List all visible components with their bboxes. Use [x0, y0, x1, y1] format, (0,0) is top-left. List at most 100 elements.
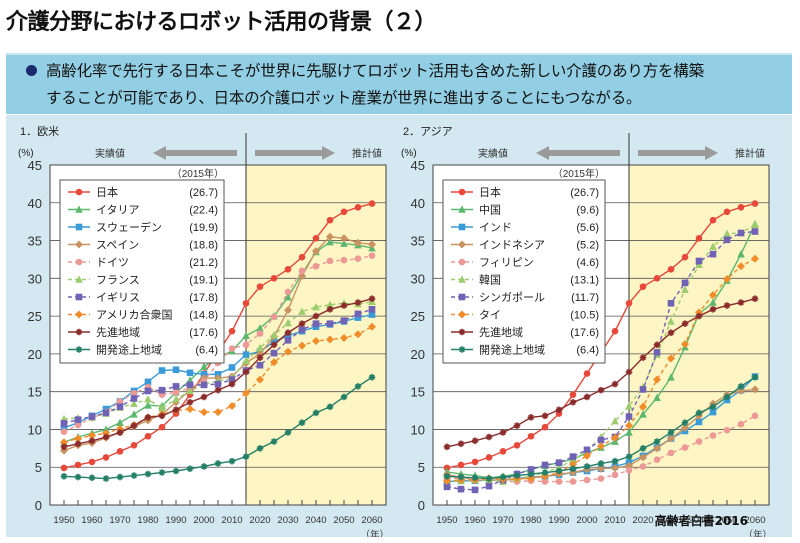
data-point [228, 376, 236, 383]
legend-item: アメリカ合衆国 (14.8) [68, 308, 218, 322]
data-point [737, 262, 745, 271]
data-point [60, 443, 68, 451]
legend-value: (26.7) [189, 187, 218, 199]
bullet-icon [26, 65, 37, 76]
data-point [354, 314, 362, 321]
data-point [527, 466, 535, 473]
legend-value: (5.2) [576, 240, 599, 252]
data-point [256, 330, 264, 337]
data-point [354, 310, 362, 318]
data-point [60, 472, 68, 480]
data-point [130, 399, 138, 408]
data-point [751, 200, 759, 207]
data-point [284, 293, 292, 301]
data-point [723, 393, 731, 401]
data-point [499, 448, 507, 455]
data-point [340, 256, 348, 264]
data-point [340, 302, 348, 309]
legend-name: 先進地域 [96, 326, 140, 339]
legend-name: 先進地域 [479, 326, 523, 339]
data-point [611, 327, 619, 335]
y-tick-label: 5 [35, 460, 42, 475]
data-point [625, 428, 633, 436]
legend-marker [75, 328, 83, 336]
data-point [144, 401, 152, 409]
legend-value: (11.7) [571, 292, 599, 304]
x-tick-label: 2000 [193, 515, 214, 526]
x-tick-label: 2060 [744, 515, 765, 526]
data-point [326, 237, 334, 246]
data-point [144, 395, 152, 403]
data-point [527, 432, 535, 440]
data-point [130, 422, 138, 429]
data-point [228, 364, 236, 371]
data-point [186, 369, 194, 377]
legend-name: イタリア [96, 204, 140, 217]
x-tick-label: 1990 [165, 515, 186, 526]
data-point [457, 473, 465, 481]
data-point [88, 437, 96, 445]
data-point [354, 330, 362, 339]
data-point [74, 440, 82, 448]
data-point [242, 351, 250, 358]
data-point [102, 454, 110, 461]
x-tick-label: 2000 [576, 515, 597, 526]
data-point [569, 398, 577, 406]
data-point [312, 337, 320, 346]
data-point [116, 429, 124, 436]
data-point [485, 433, 493, 441]
legend-name: 韓国 [479, 274, 501, 287]
data-point [667, 329, 675, 337]
data-point [74, 421, 82, 429]
chart-title: 2．アジア [403, 126, 453, 138]
legend-marker [75, 293, 83, 301]
data-point [172, 366, 180, 374]
data-point [695, 418, 703, 426]
data-point [653, 444, 661, 453]
x-tick-label: 1970 [109, 515, 130, 526]
data-point [625, 401, 633, 410]
data-point [597, 475, 605, 482]
x-tick-label: 2010 [221, 515, 242, 526]
data-point [158, 412, 166, 420]
data-point [471, 458, 479, 466]
data-point [368, 306, 376, 313]
data-point [74, 416, 82, 423]
data-point [312, 262, 320, 270]
data-point [737, 383, 745, 390]
data-point [88, 413, 96, 420]
data-point [667, 265, 675, 273]
data-point [172, 467, 180, 475]
data-point [723, 229, 731, 238]
x-tick-label: 1990 [548, 515, 569, 526]
legend-item: 先進地域 (17.6) [68, 326, 218, 339]
data-point [667, 354, 675, 363]
legend-value: (22.4) [189, 205, 218, 217]
data-point [158, 386, 166, 394]
legend-marker [458, 188, 466, 196]
legend-marker [458, 258, 466, 266]
data-point [200, 463, 208, 470]
data-point [737, 250, 745, 258]
data-point [214, 460, 222, 467]
legend-item: スペイン (18.8) [68, 240, 218, 252]
data-point [270, 341, 278, 349]
data-point [709, 242, 717, 250]
legend-name: 開発途上地域 [96, 343, 162, 357]
data-point [158, 367, 166, 374]
legend-marker [75, 223, 83, 231]
data-point [443, 443, 451, 451]
data-point [200, 362, 208, 371]
data-point [541, 423, 549, 431]
data-point [653, 438, 661, 445]
data-point [485, 454, 493, 461]
legend-value: (21.2) [189, 257, 218, 269]
projected-label: 推計値 [352, 147, 382, 160]
data-point [340, 234, 348, 243]
data-point [653, 375, 661, 384]
y-tick-label: 5 [418, 460, 425, 475]
data-point [751, 228, 759, 235]
y-tick-label: 0 [418, 498, 425, 513]
chart-title: 1．欧米 [20, 125, 59, 138]
data-point [270, 275, 278, 282]
